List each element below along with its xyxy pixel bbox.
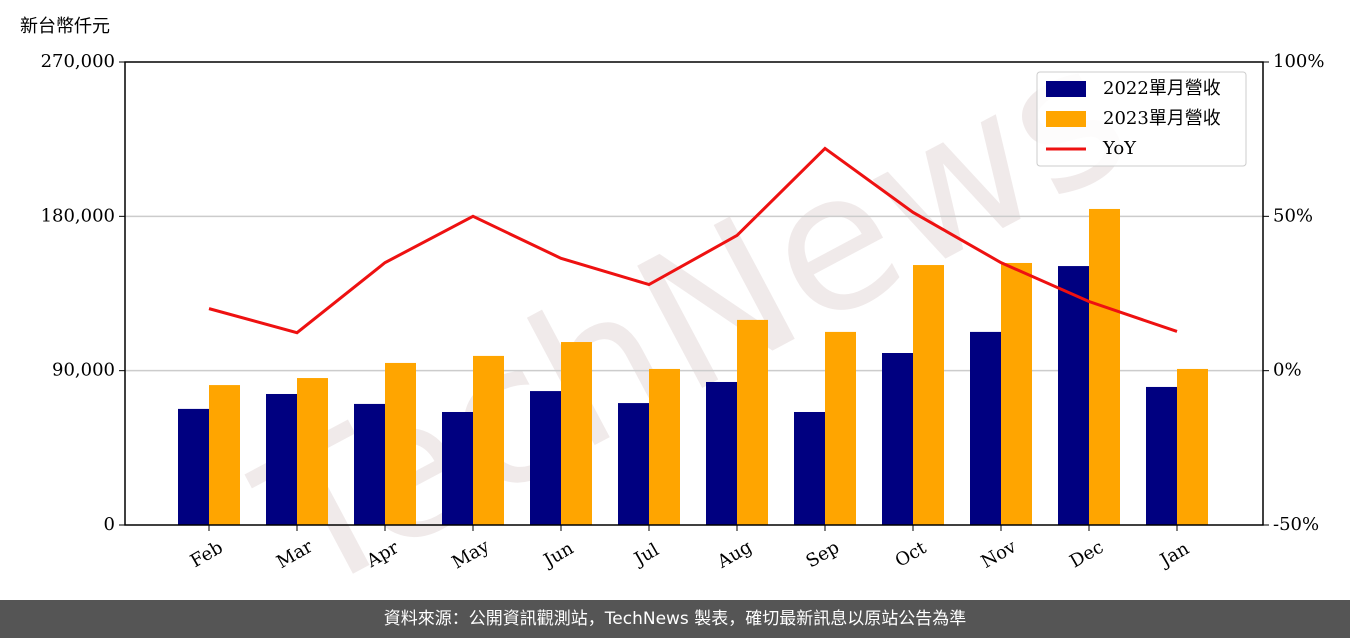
bar [794, 411, 825, 525]
legend-swatch [1046, 111, 1086, 127]
bar [618, 403, 649, 525]
bar [178, 408, 209, 525]
x-tick-label: Nov [978, 536, 1021, 573]
x-tick-label: Jul [629, 539, 663, 571]
bar [1146, 386, 1177, 525]
footer: 資料來源：公開資訊觀測站，TechNews 製表，確切最新訊息以原站公告為準 [384, 609, 966, 629]
bar [913, 265, 944, 525]
y2-tick-label: -50% [1273, 514, 1319, 535]
x-tick-label: Aug [713, 536, 756, 573]
plot-frame [124, 61, 1264, 526]
bar [825, 331, 856, 525]
y-tick-label: 0 [104, 514, 115, 535]
bar [266, 393, 297, 525]
bar [561, 342, 592, 525]
bar [706, 381, 737, 525]
legend-label: 2022單月營收 [1103, 78, 1221, 99]
y-tick-label: 90,000 [52, 360, 115, 381]
x-tick-label: Jan [1155, 538, 1193, 572]
bar [530, 391, 561, 525]
bar [1177, 368, 1208, 525]
line [208, 146, 1178, 335]
bar [473, 355, 504, 525]
x-tick-label: Oct [892, 537, 931, 572]
legend-swatch [1046, 81, 1086, 97]
x-tick-label: Dec [1066, 537, 1107, 573]
y2-tick-label: 50% [1273, 205, 1313, 226]
y2-tick-label: 0% [1273, 360, 1302, 381]
bar [209, 385, 240, 525]
x-tick-label: Jun [539, 538, 578, 573]
x-tick-label: Feb [187, 537, 227, 572]
bar [649, 368, 680, 525]
footer-bar [0, 600, 1350, 638]
bar [737, 319, 768, 525]
bar [442, 411, 473, 525]
y-tick-label: 270,000 [41, 51, 115, 72]
x-tick-label: Sep [803, 537, 843, 572]
bar [354, 403, 385, 525]
bar [1058, 266, 1089, 525]
y2-tick-label: 100% [1273, 51, 1324, 72]
legend-box [1036, 71, 1247, 167]
y-axis-label: 新台幣仟元 [20, 16, 110, 37]
legend-label: YoY [1102, 138, 1137, 159]
bar [970, 331, 1001, 525]
bar [385, 362, 416, 525]
bar [1089, 208, 1120, 525]
bar [882, 353, 913, 525]
legend-label: 2023單月營收 [1103, 108, 1221, 129]
bar [1001, 262, 1032, 525]
bar [297, 378, 328, 525]
y-tick-label: 180,000 [41, 205, 115, 226]
